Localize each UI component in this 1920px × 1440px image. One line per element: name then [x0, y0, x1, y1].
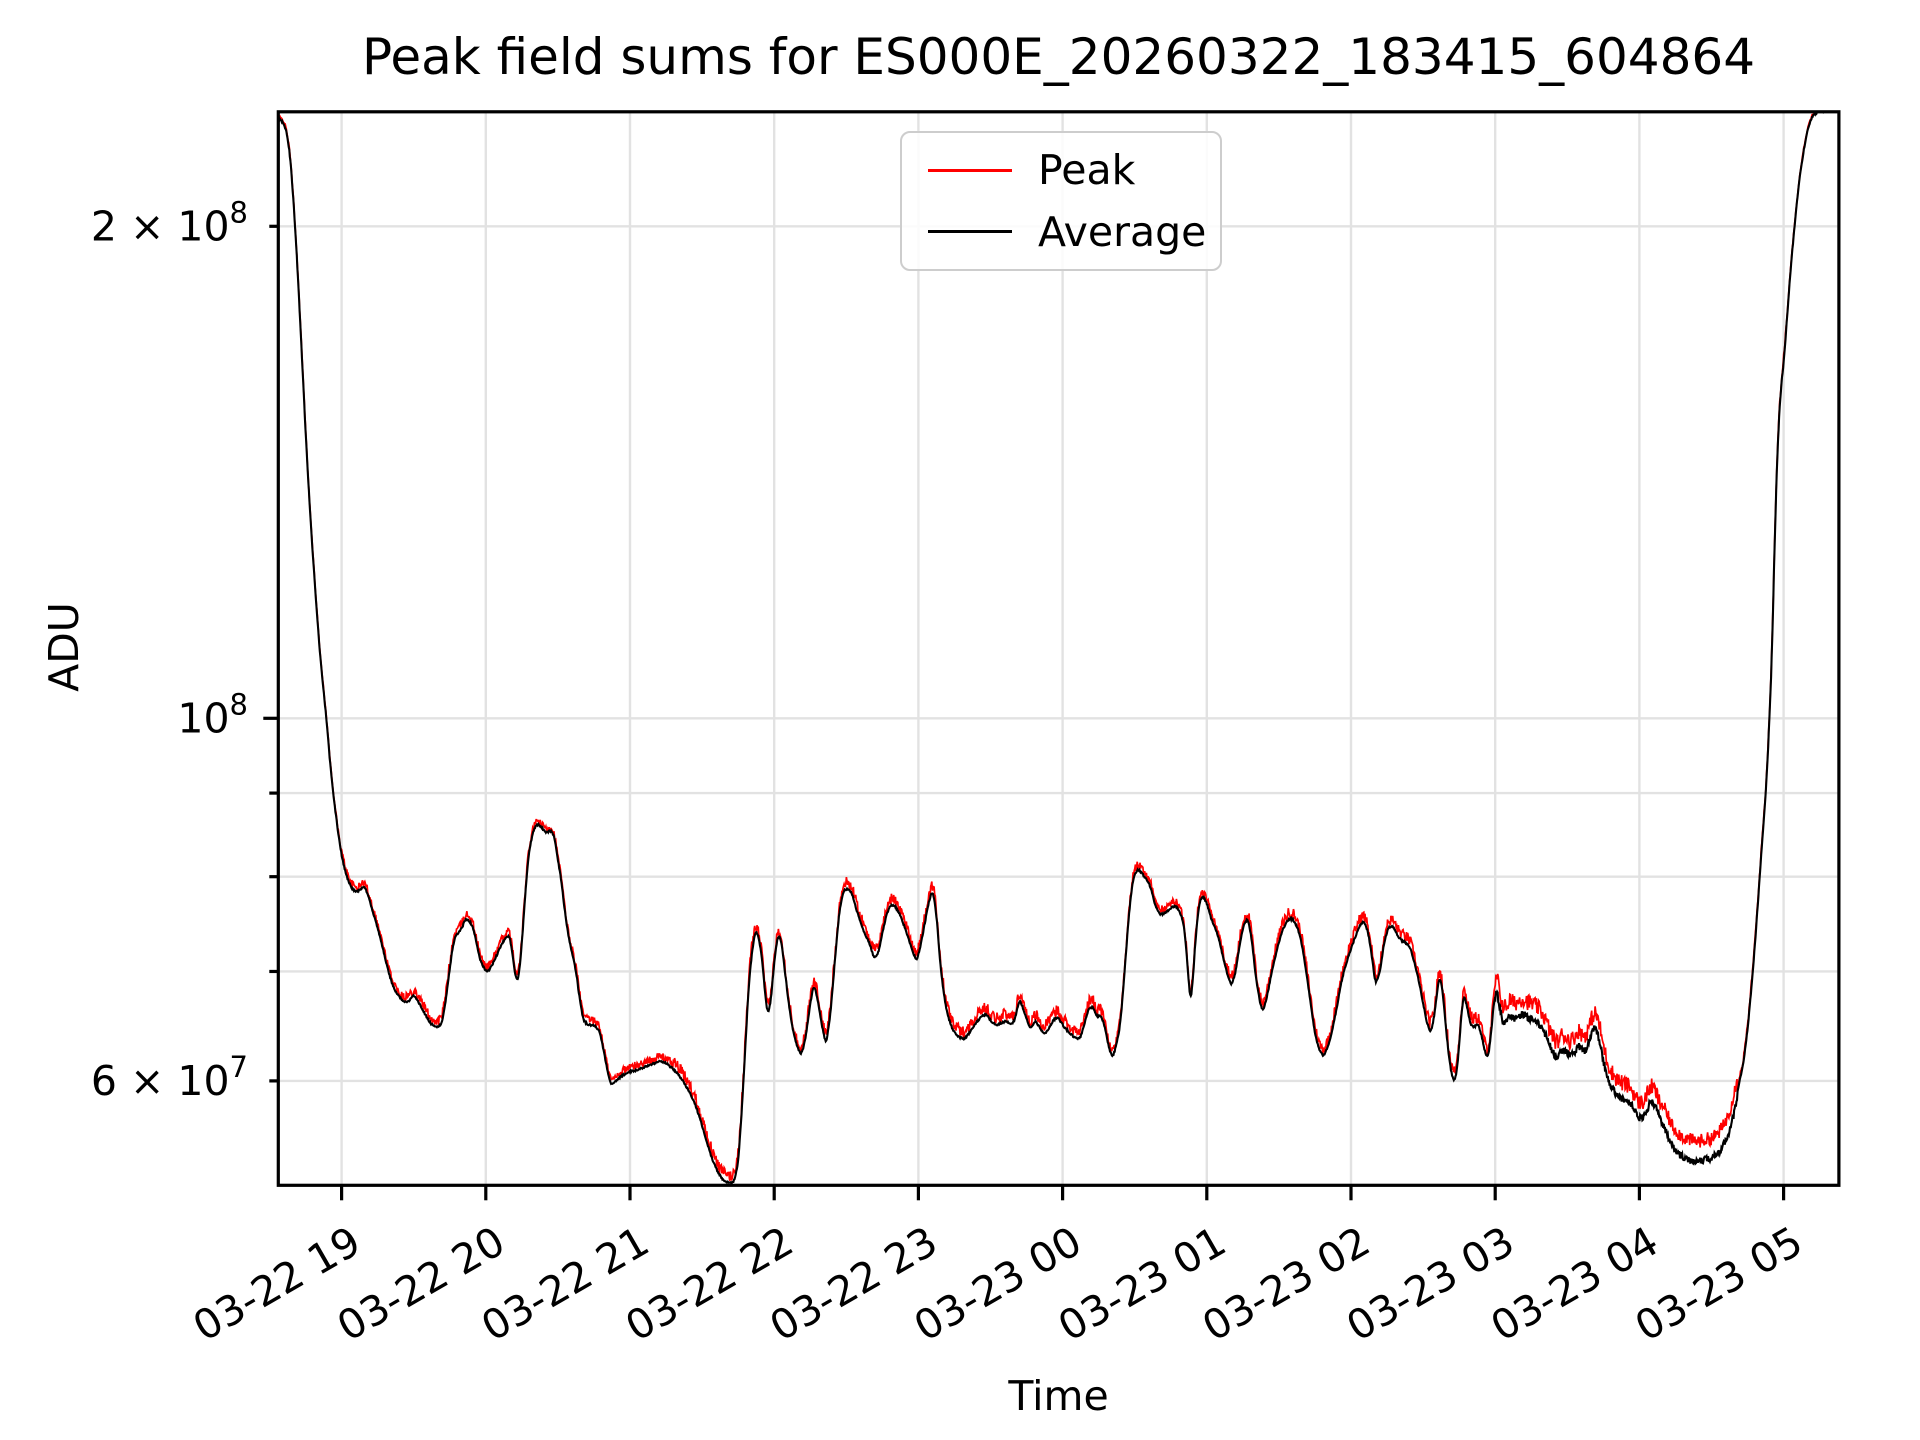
- x-axis-label: Time: [1008, 1372, 1109, 1420]
- legend-item-peak: Peak: [902, 146, 1220, 194]
- y-tick-label: 6 × 107: [91, 1050, 248, 1105]
- legend-item-average: Average: [902, 208, 1220, 256]
- legend-label-average: Average: [1038, 207, 1207, 256]
- plot-border: [276, 110, 1841, 1187]
- average-line: [278, 111, 1839, 1185]
- legend: Peak Average: [900, 131, 1222, 271]
- average-line-sample: [928, 230, 1012, 234]
- y-tick-label: 108: [177, 687, 248, 742]
- x-tick-label: 03-23 05: [1627, 1217, 1811, 1351]
- chart-title: Peak field sums for ES000E_20260322_1834…: [361, 28, 1756, 86]
- legend-label-peak: Peak: [1038, 146, 1136, 195]
- peak-line-sample: [928, 168, 1012, 172]
- y-tick-label: 2 × 108: [91, 195, 248, 250]
- y-axis-label: ADU: [40, 602, 88, 692]
